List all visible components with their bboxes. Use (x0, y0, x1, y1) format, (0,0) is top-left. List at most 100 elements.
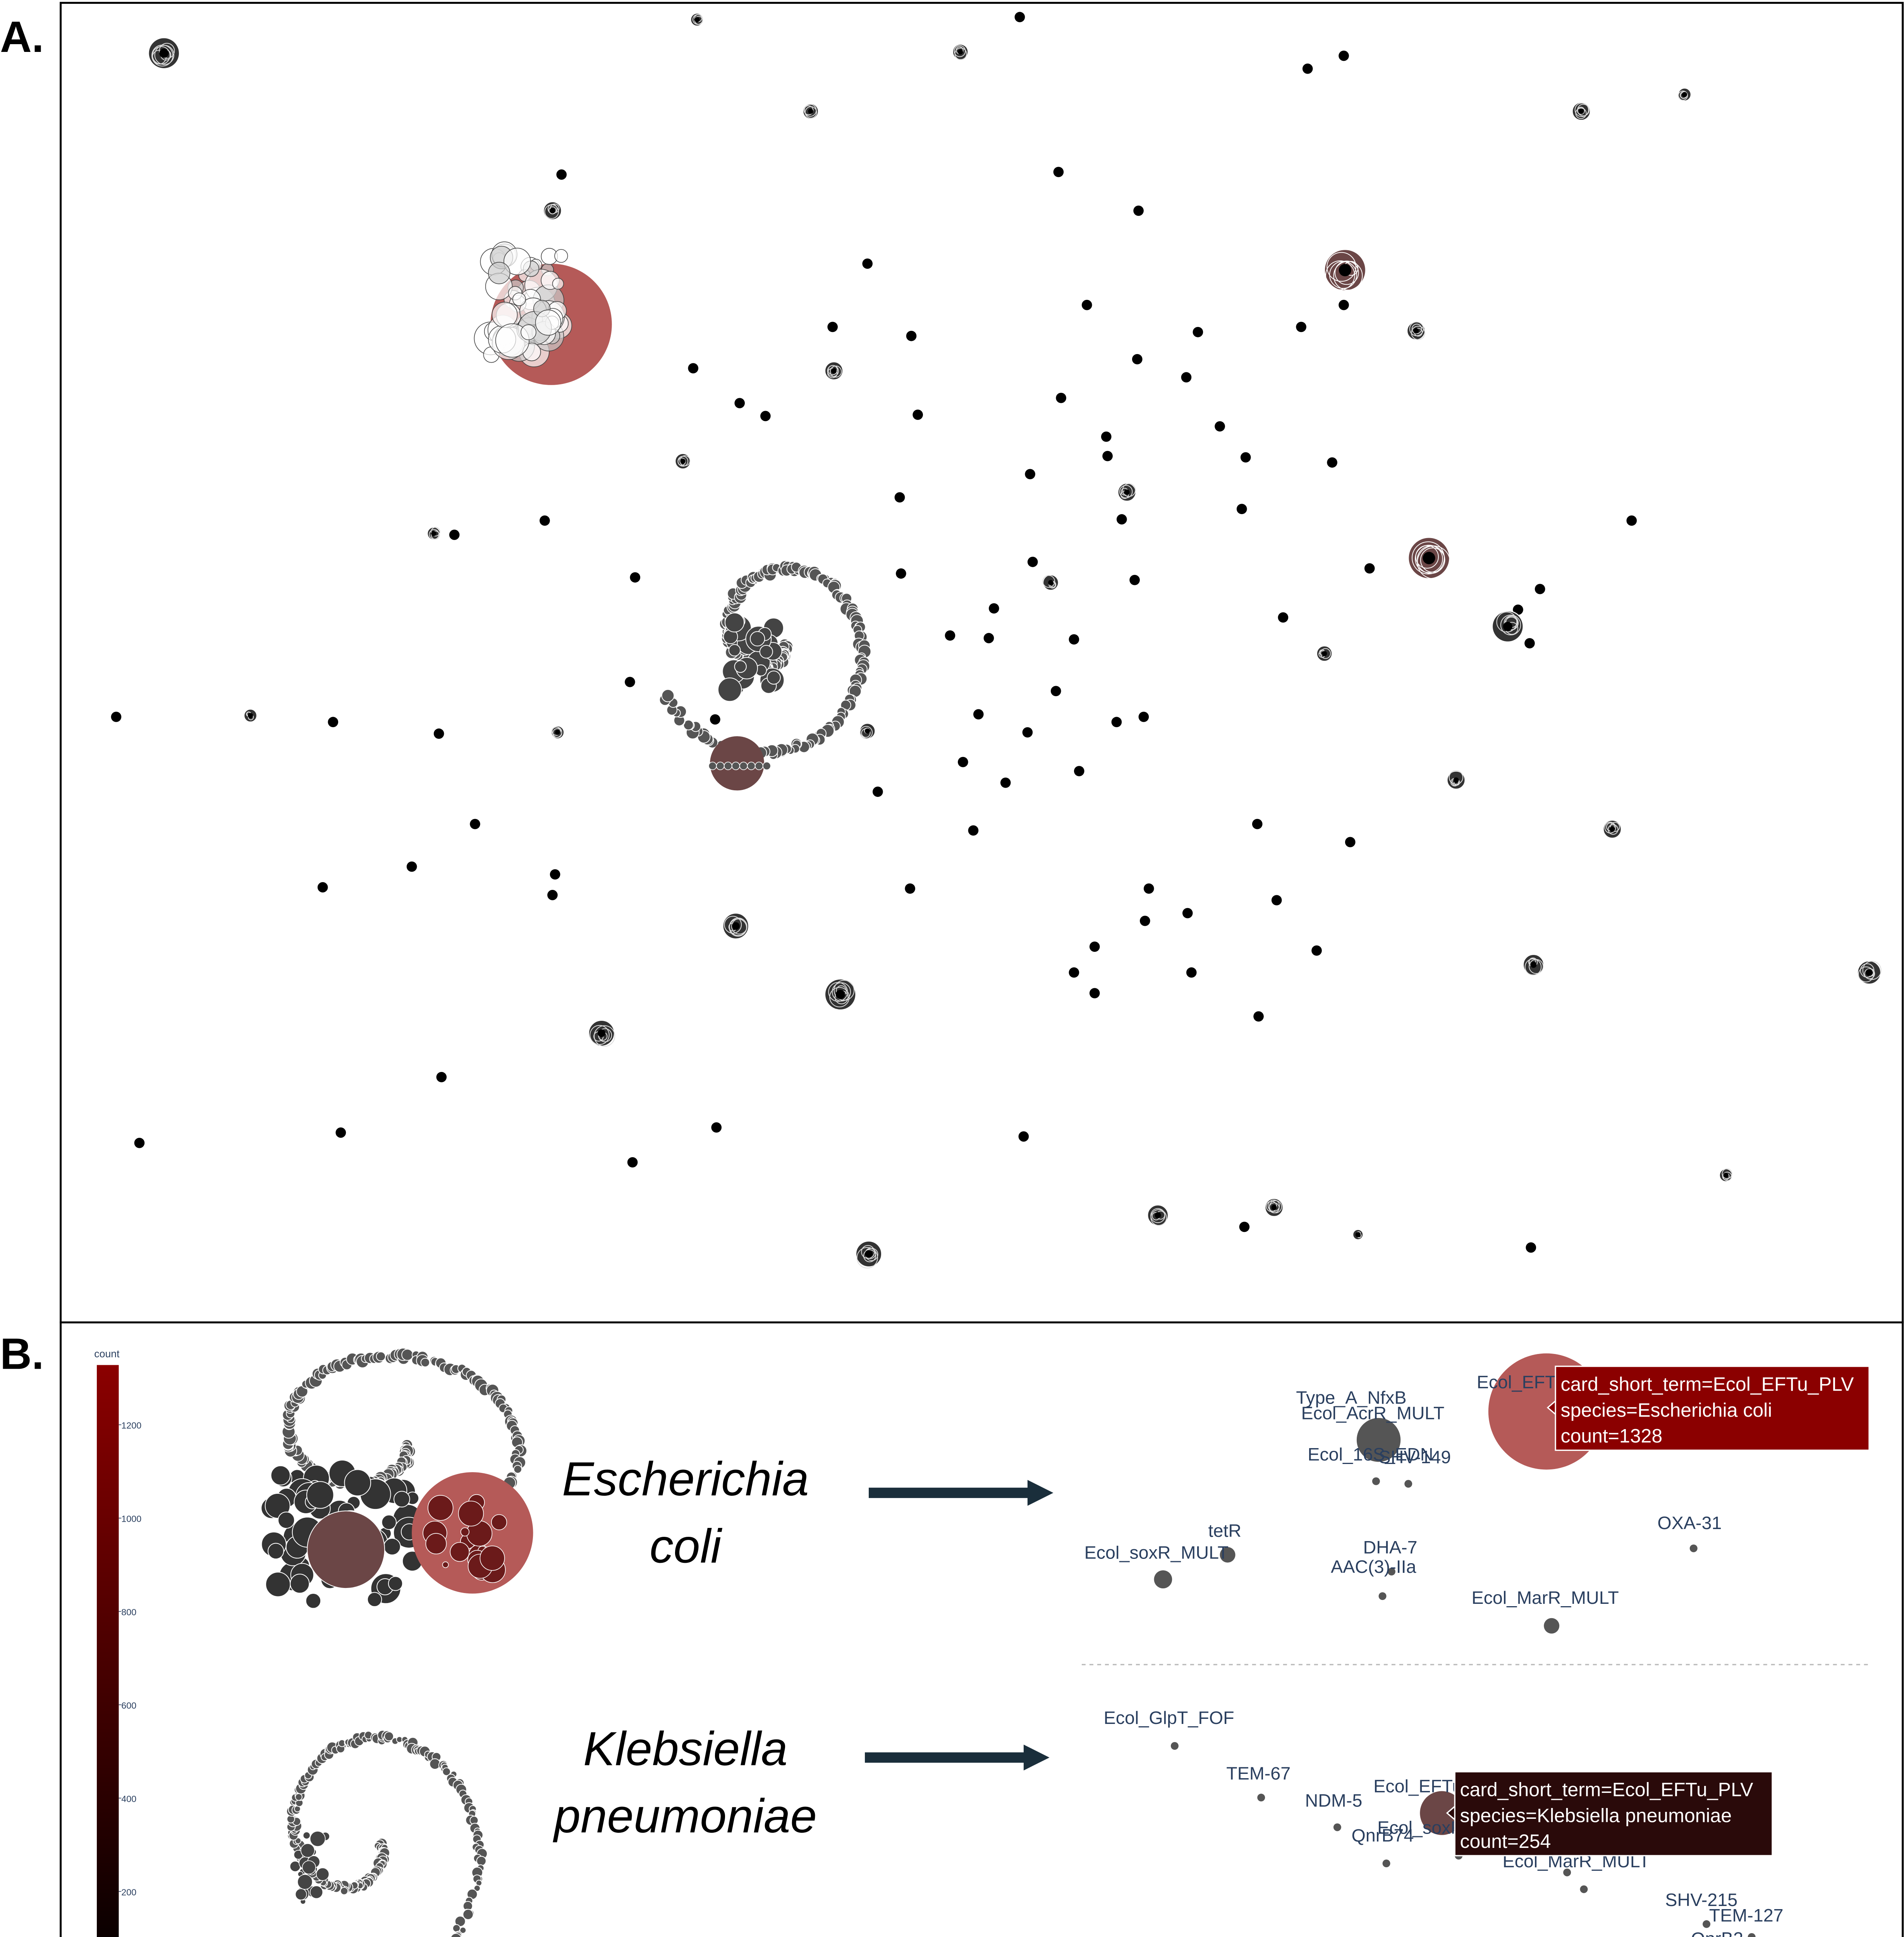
node-core (694, 17, 700, 22)
node (731, 762, 740, 770)
node-ring (679, 455, 691, 466)
node (1018, 1131, 1029, 1142)
node-ring (804, 105, 814, 115)
node (300, 1843, 315, 1858)
node (1129, 575, 1140, 585)
node-core (1530, 962, 1537, 968)
node (473, 1885, 481, 1892)
node-core (159, 48, 169, 58)
node (442, 1561, 449, 1568)
node-core (1503, 622, 1512, 631)
node-core (831, 368, 837, 374)
panel-label: A. (0, 12, 44, 62)
node (1703, 1920, 1711, 1928)
node (1069, 634, 1079, 645)
colorbar-title: count (94, 1348, 120, 1360)
node (306, 1481, 334, 1509)
node (716, 762, 725, 770)
node-ring (1266, 1201, 1277, 1212)
node (134, 1137, 145, 1148)
node (1544, 1618, 1560, 1634)
node (454, 1916, 466, 1927)
node-core (835, 990, 845, 999)
node (328, 717, 339, 728)
node (710, 714, 720, 725)
node-core (865, 1250, 873, 1258)
node (344, 1469, 371, 1497)
node (1143, 883, 1154, 894)
node-ring (1122, 483, 1136, 497)
node (309, 1885, 323, 1899)
node (265, 1572, 291, 1597)
node-ring (1269, 1200, 1282, 1213)
node (521, 324, 536, 340)
node (270, 1465, 291, 1486)
node-ring (547, 204, 558, 214)
node (1014, 12, 1025, 22)
node (442, 1767, 451, 1776)
node (547, 890, 558, 900)
node (957, 757, 968, 767)
node (394, 1491, 410, 1508)
node (1271, 895, 1282, 906)
node (295, 1793, 302, 1801)
node (1053, 167, 1064, 177)
node (988, 603, 999, 614)
node-core (555, 729, 560, 735)
network-a (111, 12, 1882, 1269)
node-ring (1608, 824, 1619, 835)
node (1170, 1742, 1179, 1750)
node (1278, 612, 1289, 623)
node-core (1048, 580, 1053, 585)
node (302, 1831, 311, 1839)
node-ring (1411, 541, 1445, 575)
node (1327, 457, 1337, 468)
node-ring (1042, 575, 1055, 588)
node-ring (1325, 260, 1355, 290)
node (458, 1500, 484, 1527)
node (1296, 322, 1306, 332)
node (436, 1072, 447, 1082)
node (450, 1933, 462, 1937)
node (1089, 988, 1100, 999)
node-ring (863, 1249, 876, 1263)
node-ring (856, 1247, 878, 1269)
node (1022, 727, 1033, 738)
node (630, 572, 641, 583)
node (267, 1543, 284, 1560)
node (1339, 50, 1349, 61)
network-b (261, 1347, 1756, 1937)
node (433, 728, 444, 739)
node (302, 1860, 316, 1875)
species-name: Escherichia (562, 1452, 809, 1506)
node-ring (1327, 252, 1356, 282)
tooltip-line: species=Escherichia coli (1560, 1399, 1772, 1421)
node (1253, 1011, 1264, 1022)
node (316, 1867, 330, 1881)
node-ring (1577, 107, 1585, 115)
node (1215, 421, 1225, 432)
node (388, 1576, 403, 1591)
node (1050, 686, 1061, 697)
node (470, 819, 480, 829)
node-core (808, 108, 813, 114)
node (488, 261, 510, 284)
node (912, 409, 923, 420)
node (452, 1924, 461, 1933)
node (1689, 1544, 1698, 1552)
colorbar (96, 1365, 119, 1937)
node-core (431, 531, 436, 536)
node (739, 762, 748, 770)
node (717, 677, 742, 702)
node (723, 762, 732, 770)
node (1182, 908, 1193, 919)
node-core (1355, 1232, 1361, 1237)
node-core (1578, 108, 1584, 114)
node (1000, 778, 1011, 788)
node (462, 1909, 474, 1920)
node (1382, 1860, 1390, 1868)
node (381, 1514, 397, 1530)
colorbar-tick-label: 800 (121, 1607, 136, 1617)
node (1027, 557, 1038, 567)
node-ring (1417, 545, 1451, 579)
